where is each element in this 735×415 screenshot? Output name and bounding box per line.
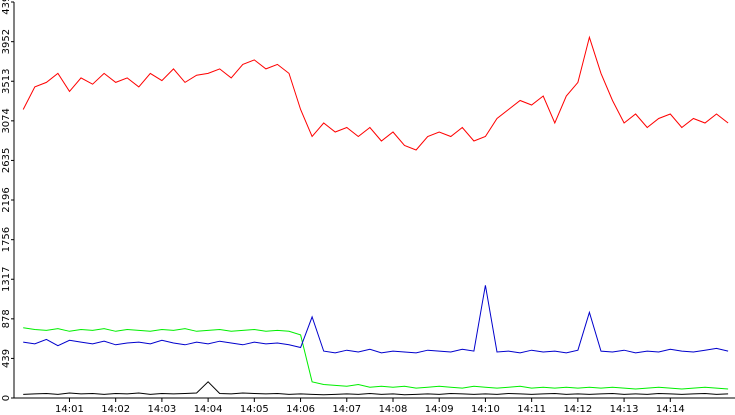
x-tick-label: 14:14	[656, 404, 685, 415]
y-tick-label: 1756	[1, 227, 12, 252]
y-tick-label: 3952	[1, 29, 12, 54]
series-line	[23, 285, 729, 354]
y-tick-label: 439	[1, 349, 12, 368]
x-tick-label: 14:05	[240, 404, 269, 415]
x-tick-label: 14:12	[563, 404, 592, 415]
x-tick-label: 14:11	[517, 404, 546, 415]
x-tick-label: 14:13	[610, 404, 639, 415]
x-tick-label: 14:03	[147, 404, 176, 415]
y-tick-label: 3513	[1, 69, 12, 94]
x-tick-label: 14:06	[286, 404, 315, 415]
series-line	[23, 327, 729, 390]
x-tick-label: 14:04	[194, 404, 223, 415]
x-tick-label: 14:09	[425, 404, 454, 415]
y-tick-label: 878	[1, 309, 12, 328]
x-tick-label: 14:02	[101, 404, 130, 415]
series-line	[22, 35, 729, 151]
y-tick-label: 3074	[1, 108, 12, 133]
y-tick-label: 4392	[1, 0, 12, 15]
x-tick-label: 14:08	[379, 404, 408, 415]
y-tick-label: 1317	[1, 267, 12, 292]
x-tick-label: 14:07	[332, 404, 361, 415]
y-tick-label: 2196	[1, 187, 12, 212]
y-tick-label: 0	[1, 395, 12, 401]
x-tick-label: 14:01	[55, 404, 84, 415]
series-line	[23, 381, 729, 396]
x-tick-label: 14:10	[471, 404, 500, 415]
y-tick-label: 2635	[1, 148, 12, 173]
